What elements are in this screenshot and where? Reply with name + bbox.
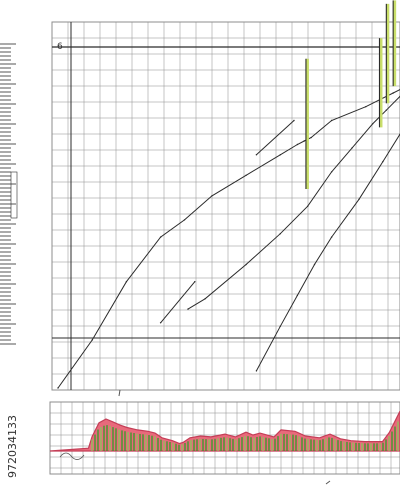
series-2-point-1	[204, 298, 206, 300]
series-0-point-2	[125, 281, 128, 283]
stock-id-text: 972034133	[6, 415, 19, 478]
series-4-point-1	[293, 119, 295, 122]
series-1-point-2	[296, 294, 299, 297]
bottom-panel-area	[49, 410, 400, 452]
series-2-point-0	[187, 308, 189, 310]
bottom-panel	[49, 401, 400, 475]
series-2-point-5	[330, 171, 333, 173]
series-2-point-6	[351, 147, 353, 149]
series-line-2	[187, 96, 400, 310]
series-line-1	[255, 133, 400, 372]
series-2-point-3	[279, 233, 281, 235]
page-glyph: 6	[57, 42, 63, 52]
series-0-point-7	[279, 154, 281, 156]
series-1-point-5	[358, 198, 360, 200]
series-2-point-4	[307, 205, 309, 207]
series-1-point-6	[382, 160, 384, 163]
series-1-point-1	[279, 325, 281, 327]
series-0-point-0	[57, 387, 59, 389]
series-0-point-9	[303, 140, 305, 142]
series-0-point-13	[392, 92, 394, 94]
series-4-point-0	[255, 154, 258, 156]
series-1-point-0	[255, 370, 258, 372]
series-0-point-1	[91, 339, 93, 341]
left-scale-strip	[0, 43, 18, 345]
series-1-point-4	[330, 236, 333, 238]
series-0-point-6	[245, 174, 247, 176]
series-0-point-12	[365, 106, 367, 108]
top-panel-grid	[51, 21, 400, 391]
top-panel	[51, 0, 400, 391]
series-1-point-3	[313, 263, 316, 266]
ruler-box	[10, 171, 18, 219]
stray-marks	[59, 389, 331, 485]
series-0-point-4	[183, 219, 186, 221]
top-grid-frame	[51, 21, 400, 391]
series-line-3	[160, 281, 196, 324]
series-0-point-5	[211, 195, 213, 197]
series-0-point-3	[159, 236, 162, 238]
series-3-point-1	[194, 281, 196, 283]
series-line-0	[57, 89, 400, 389]
series-0-point-10	[310, 136, 312, 139]
series-2-point-8	[385, 109, 387, 111]
series-3-point-0	[159, 322, 162, 324]
bottom-grid-frame	[49, 401, 400, 475]
series-2-point-2	[245, 263, 247, 266]
series-2-point-7	[371, 123, 374, 125]
series-0-point-8	[296, 143, 299, 146]
series-line-4	[256, 120, 295, 156]
top-panel-lines	[57, 0, 400, 389]
stock-id-watermark: 972034133	[6, 415, 19, 478]
series-0-point-11	[330, 119, 333, 122]
